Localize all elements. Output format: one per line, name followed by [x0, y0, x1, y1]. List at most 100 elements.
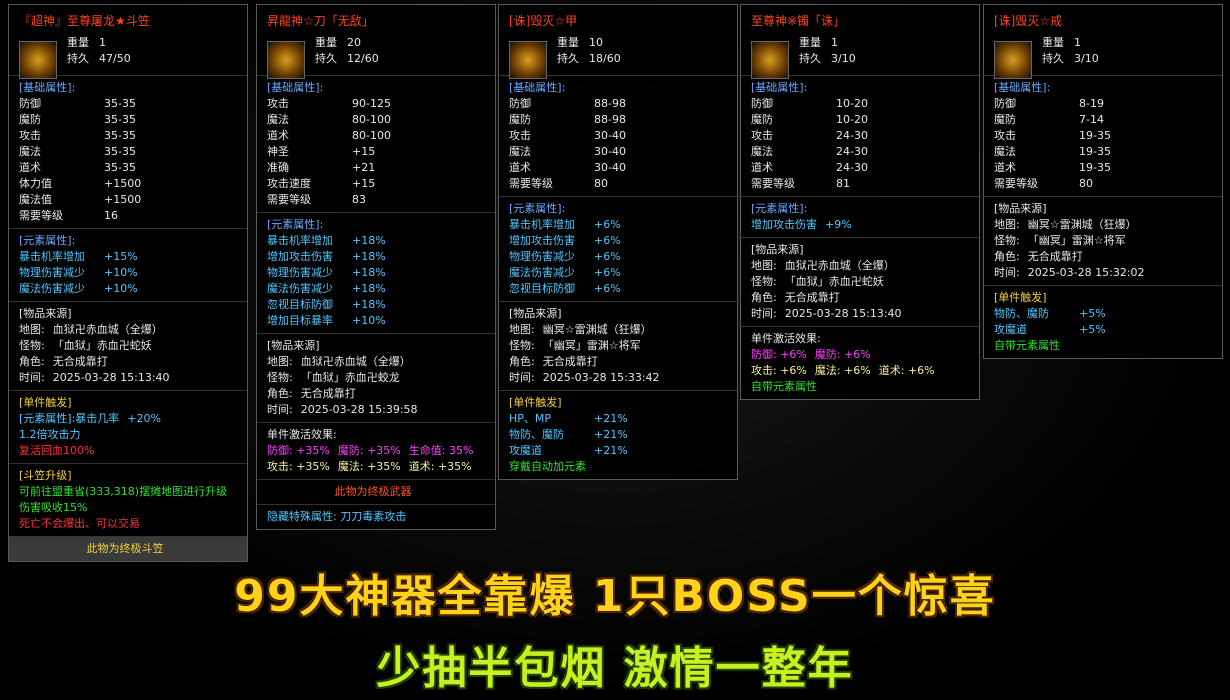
- text-row: 攻击: +6% 魔法: +6% 道术: +6%: [751, 363, 971, 379]
- text-row: 角色: 无合成靠打: [509, 354, 729, 370]
- text: 怪物:: [267, 371, 293, 384]
- text: +6%: [594, 234, 621, 247]
- section: [单件触发] 物防、魔防 +5% 攻魔道 +5% 自带元素属性: [984, 285, 1222, 358]
- text-row: 时间: 2025-03-28 15:39:58: [267, 402, 487, 418]
- text: 2025-03-28 15:13:40: [52, 371, 170, 384]
- text-row: HP、MP +21%: [509, 411, 729, 427]
- section-header: [元素属性]:: [751, 202, 808, 215]
- text-row: 道术 24-30: [751, 160, 971, 176]
- text: 10-20: [836, 97, 868, 110]
- text: +10%: [352, 314, 386, 327]
- text-row: 攻魔道 +5%: [994, 322, 1214, 338]
- text: 复活回血100%: [19, 444, 95, 457]
- text: 地图:: [509, 323, 535, 336]
- text-row: 防御 8-19: [994, 96, 1214, 112]
- text: 2025-03-28 15:13:40: [784, 307, 902, 320]
- text-row: 需要等级 16: [19, 208, 239, 224]
- text: 1.2倍攻击力: [19, 428, 81, 441]
- text: 神圣: [267, 145, 289, 158]
- text: 防御: [751, 97, 773, 110]
- text-row: 魔防 7-14: [994, 112, 1214, 128]
- text-row: 时间: 2025-03-28 15:13:40: [19, 370, 239, 386]
- item-stats: 重量 20 持久 12/60: [315, 33, 495, 75]
- stat-row: 重量 1: [1042, 35, 1222, 51]
- item-tooltip: [诛]毁灭☆甲 重量 10 持久 18/60 [基础属性]: 防御 88-98 魔防 88-98 攻…: [498, 4, 738, 480]
- text: +18%: [352, 250, 386, 263]
- text-row: 道术 19-35: [994, 160, 1214, 176]
- text-row: 攻击速度 +15: [267, 176, 487, 192]
- item-tooltip: 至尊神※镯「诛」 重量 1 持久 3/10 [基础属性]: 防御 10-20 魔防 10-20 攻击…: [740, 4, 980, 400]
- section: [物品来源] 地图: 幽冥☆雷渊城（狂爆） 怪物: 「幽冥」雷渊☆将军 角色: 无合成靠打时…: [499, 301, 737, 390]
- text: 血狱卍赤血城（全爆）: [52, 323, 163, 336]
- section: 单件激活效果: 防御: +35% 魔防: +35% 生命值: 35% 攻击: +35% 魔…: [257, 422, 495, 479]
- text-row: 地图: 血狱卍赤血城（全爆）: [19, 322, 239, 338]
- item-stats: 重量 1 持久 3/10: [799, 33, 979, 75]
- stat-label: 持久: [315, 52, 337, 65]
- text: 时间:: [751, 307, 777, 320]
- text: 隐藏特殊属性: 刀刀毒素攻击: [267, 510, 407, 523]
- text: 怪物:: [509, 339, 535, 352]
- text: 准确: [267, 161, 289, 174]
- text-row: 此物为终极斗笠: [19, 541, 239, 557]
- text: 需要等级: [19, 209, 63, 222]
- stat-label: 重量: [1042, 36, 1064, 49]
- text: 攻击: [751, 129, 773, 142]
- stat-label: 重量: [315, 36, 337, 49]
- text-row: 攻击 35-35: [19, 128, 239, 144]
- text-row: 暴击机率增加 +6%: [509, 217, 729, 233]
- text: 自带元素属性: [751, 380, 817, 393]
- stat-label: 持久: [1042, 52, 1064, 65]
- text: 道术: +6%: [878, 364, 935, 377]
- text-row: 攻魔道 +21%: [509, 443, 729, 459]
- text: 增加目标暴率: [267, 314, 333, 327]
- item-title: 昇龍神☆刀「无敌」: [267, 14, 374, 28]
- section-header: [基础属性]:: [19, 81, 76, 94]
- text: 时间:: [19, 371, 45, 384]
- section: [物品来源] 地图: 血狱卍赤血城（全爆） 怪物: 「血狱」赤血卍蛟龙 角色: 无合成靠打时…: [257, 333, 495, 422]
- text: 角色:: [751, 291, 777, 304]
- text-row: 角色: 无合成靠打: [267, 386, 487, 402]
- text-row: 防御 88-98: [509, 96, 729, 112]
- text: 魔防: [509, 113, 531, 126]
- section: [基础属性]: 防御 88-98 魔防 88-98 攻击 30-40 魔法 30-40 道术 30-…: [499, 75, 737, 196]
- text: 81: [836, 177, 850, 190]
- text-row: 攻击 19-35: [994, 128, 1214, 144]
- text: +10%: [104, 266, 138, 279]
- text: 攻击: +6%: [751, 364, 807, 377]
- item-title: 至尊神※镯「诛」: [751, 14, 846, 28]
- section: [元素属性]: 增加攻击伤害 +9%: [741, 196, 979, 237]
- text: 30-40: [594, 145, 626, 158]
- text: 角色:: [19, 355, 45, 368]
- text: +18%: [352, 234, 386, 247]
- text: 需要等级: [751, 177, 795, 190]
- section: [单件触发] [元素属性]:暴击几率 +20% 1.2倍攻击力 复活回血100%: [9, 390, 247, 463]
- text: +6%: [594, 218, 621, 231]
- section: [物品来源] 地图: 幽冥☆雷渊城（狂爆） 怪物: 「幽冥」雷渊☆将军 角色: 无合成靠打时…: [984, 196, 1222, 285]
- text-row: 魔法 19-35: [994, 144, 1214, 160]
- text-row: [元素属性]:暴击几率 +20%: [19, 411, 239, 427]
- stat-row: 持久 18/60: [557, 51, 737, 67]
- item-icon: [267, 41, 305, 79]
- item-tooltip: [诛]毁灭☆戒 重量 1 持久 3/10 [基础属性]: 防御 8-19 魔防 7-14 攻击 19-…: [983, 4, 1223, 359]
- text: 魔防: +6%: [814, 348, 871, 361]
- text-row: 魔法 24-30: [751, 144, 971, 160]
- section: [基础属性]: 攻击 90-125 魔法 80-100 道术 80-100 神圣 +15 准确 +2…: [257, 75, 495, 212]
- text-row: 魔法值 +1500: [19, 192, 239, 208]
- text-row: 忽视目标防御 +6%: [509, 281, 729, 297]
- text: +21: [352, 161, 376, 174]
- text-row: 地图: 血狱卍赤血城（全爆）: [267, 354, 487, 370]
- item-title: 『超神』至尊屠龙★斗笠: [19, 14, 150, 28]
- text: 2025-03-28 15:32:02: [1027, 266, 1145, 279]
- stat-value: 47/50: [99, 52, 131, 65]
- text: 时间:: [509, 371, 535, 384]
- text-row: 需要等级 80: [509, 176, 729, 192]
- text-row: 增加攻击伤害 +6%: [509, 233, 729, 249]
- stat-label: 持久: [557, 52, 579, 65]
- text-row: 魔防 10-20: [751, 112, 971, 128]
- text: 「幽冥」雷渊☆将军: [1027, 234, 1126, 247]
- text: 24-30: [836, 161, 868, 174]
- section-header: [基础属性]:: [267, 81, 324, 94]
- text: 80: [1079, 177, 1093, 190]
- text-row: 魔法 30-40: [509, 144, 729, 160]
